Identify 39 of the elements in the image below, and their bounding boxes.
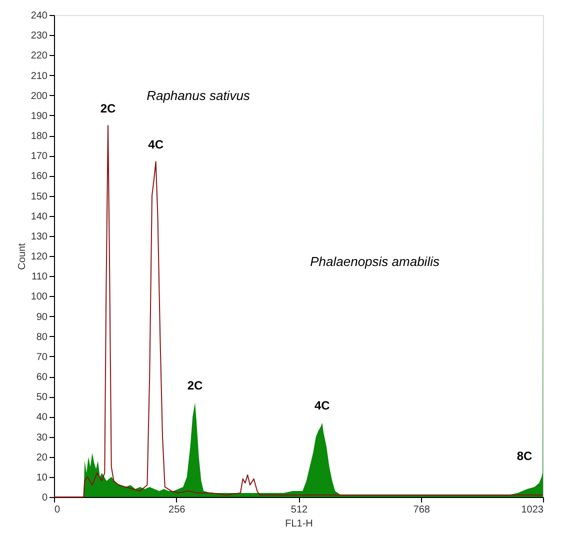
annotation: 4C bbox=[314, 398, 330, 413]
y-tick-label: 240 bbox=[30, 10, 48, 22]
y-tick-label: 20 bbox=[36, 452, 48, 464]
y-tick-label: 230 bbox=[30, 30, 48, 42]
annotation: 8C bbox=[516, 448, 533, 463]
y-tick-label: 90 bbox=[36, 312, 48, 323]
y-tick-label: 10 bbox=[36, 472, 48, 484]
x-tick-label: 1023 bbox=[521, 504, 544, 516]
y-tick-label: 40 bbox=[36, 412, 48, 424]
x-tick-label: 256 bbox=[168, 504, 186, 516]
y-tick-label: 0 bbox=[42, 492, 48, 504]
annotation: 4C bbox=[148, 138, 164, 152]
y-tick-label: 110 bbox=[32, 272, 48, 283]
x-tick-label: 768 bbox=[413, 504, 430, 516]
annotation: Phalaenopsis amabilis bbox=[310, 254, 440, 269]
y-tick-label: 100 bbox=[30, 292, 48, 303]
annotation: 2C bbox=[100, 101, 116, 116]
y-tick-label: 190 bbox=[30, 110, 48, 122]
y-tick-label: 200 bbox=[30, 90, 48, 102]
y-tick-label: 160 bbox=[30, 171, 48, 182]
y-tick-label: 150 bbox=[30, 191, 48, 202]
y-axis-title: Count bbox=[16, 242, 28, 270]
y-tick-label: 70 bbox=[36, 352, 48, 363]
y-tick-label: 80 bbox=[36, 332, 48, 343]
x-tick-label: 0 bbox=[54, 504, 60, 516]
y-tick-label: 170 bbox=[30, 151, 48, 162]
annotation: Raphanus sativus bbox=[146, 88, 250, 103]
y-tick-label: 220 bbox=[30, 50, 48, 62]
y-tick-label: 180 bbox=[30, 131, 48, 142]
y-tick-label: 210 bbox=[30, 70, 48, 82]
y-tick-label: 130 bbox=[30, 231, 48, 242]
x-axis-title: FL1-H bbox=[285, 518, 313, 530]
y-tick-label: 50 bbox=[36, 392, 48, 404]
y-tick-label: 60 bbox=[36, 372, 48, 383]
y-tick-label: 140 bbox=[30, 211, 48, 222]
y-tick-label: 120 bbox=[30, 252, 48, 262]
y-tick-label: 30 bbox=[36, 432, 48, 444]
annotation: 2C bbox=[187, 378, 204, 393]
x-tick-label: 512 bbox=[290, 504, 308, 516]
